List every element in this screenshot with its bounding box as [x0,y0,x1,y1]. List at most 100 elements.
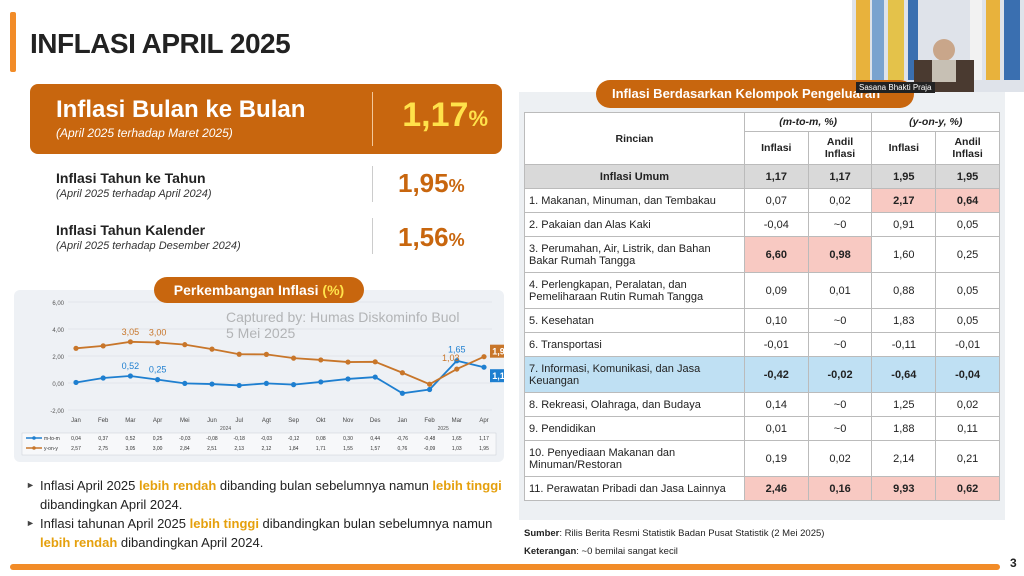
table-cell: 0,09 [743,272,809,309]
bullet-text: dibandingkan April 2024. [117,535,264,550]
annotation-box [490,344,504,358]
ytd-label: Inflasi Tahun Kalender [56,222,206,238]
table-cell: 1,88 [871,416,937,441]
series-point [427,381,433,387]
table-cell: 2,46 [743,476,809,501]
table-cell: ~0 [807,308,873,333]
data-label: 1,17 [479,436,489,442]
table-cell: -0,11 [871,332,937,357]
annotation-label: 0,52 [122,361,140,371]
series-point [399,370,405,376]
table-cell: -0,01 [743,332,809,357]
annotation-label: 1,17 [492,371,504,381]
year-label: 2024 [220,426,231,432]
yoy-value: 1,95% [398,168,465,198]
row-label: 11. Perawatan Pribadi dan Jasa Lainnya [524,476,745,501]
data-table-box [21,432,497,456]
table-cell: 1,17 [807,164,873,189]
table-row: 6. Transportasi -0,01 ~0 -0,11 -0,01 [524,332,1000,357]
row-label: 2. Pakaian dan Alas Kaki [524,212,745,237]
series-point [345,359,351,365]
x-tick-label: Okt [316,418,326,424]
inflation-group-table: Rincian (m-to-m, %) (y-on-y, %) Inflasi … [524,111,1000,501]
ytd-divider [372,218,373,254]
x-tick-label: Jan [71,418,81,424]
data-label: 0,08 [316,436,326,442]
highlight-text: lebih tinggi [432,478,502,493]
series-point [481,364,487,370]
header-inflasi-yoy: Inflasi [871,131,937,165]
table-cell: 0,98 [807,236,873,273]
data-label: 0,44 [370,436,380,442]
table-cell: -0,64 [871,356,937,393]
table-row: 11. Perawatan Pribadi dan Jasa Lainnya 2,… [524,476,1000,501]
data-label: -0,03 [179,436,191,442]
table-cell: 0,88 [871,272,937,309]
data-label: 1,65 [452,436,462,442]
table-cell: 0,21 [935,440,1000,477]
annotation-box [490,369,504,383]
annotation-label: 1,95 [492,347,504,357]
table-cell: -0,04 [935,356,1000,393]
watermark: Captured by: Humas Diskominfo Buol 5 Mei … [226,309,460,341]
series-point [318,379,324,385]
row-label: Inflasi Umum [524,164,745,189]
series-point [236,382,242,389]
data-label: 3,00 [153,446,163,452]
row-label: 9. Pendidikan [524,416,745,441]
mom-sub: (April 2025 terhadap Maret 2025) [56,126,233,140]
video-thumbnail[interactable] [852,0,1024,92]
table-row: 9. Pendidikan 0,01 ~0 1,88 0,11 [524,416,1000,441]
table-cell: 1,60 [871,236,937,273]
table-cell: 0,02 [807,440,873,477]
data-label: -0,03 [261,436,273,442]
row-label: 1. Makanan, Minuman, dan Tembakau [524,188,745,213]
data-label: 1,57 [370,446,380,452]
bullet-item: Inflasi April 2025 lebih rendah dibandin… [26,476,506,514]
table-cell: 1,95 [935,164,1000,189]
year-label: 2025 [438,426,449,432]
series-point [454,358,460,364]
x-tick-label: Apr [153,418,162,424]
table-cell: 0,19 [743,440,809,477]
table-cell: 0,91 [871,212,937,237]
table-row: 10. Penyediaan Makanan dan Minuman/Resto… [524,440,1000,477]
header-yoy: (y-on-y, %) [871,111,1000,133]
table-cell: 0,16 [807,476,873,501]
data-label: -0,76 [397,436,409,442]
table-cell: 1,83 [871,308,937,333]
x-tick-label: Nov [343,418,354,424]
row-label: 8. Rekreasi, Olahraga, dan Budaya [524,392,745,417]
mom-inflation-box: Inflasi Bulan ke Bulan (April 2025 terha… [30,84,502,154]
slide-title: INFLASI APRIL 2025 [30,28,291,59]
table-row: 2. Pakaian dan Alas Kaki -0,04 ~0 0,91 0,05 [524,212,1000,237]
video-label: Sasana Bhakti Praja [856,82,935,93]
row-label: 3. Perumahan, Air, Listrik, dan Bahan Ba… [524,236,745,273]
annotation-label: 1,03 [442,353,460,363]
bullet-text: dibandingkan bulan sebelumnya namun [258,516,493,531]
data-label: 2,13 [234,446,244,452]
bullet-text: dibandingkan April 2024. [40,497,183,512]
x-tick-label: Jul [235,418,243,424]
legend-label: y-on-y [44,446,58,452]
table-cell: 0,07 [743,188,809,213]
row-label: 10. Penyediaan Makanan dan Minuman/Resto… [524,440,745,477]
table-cell: 0,64 [935,188,1000,213]
table-cell: 2,14 [871,440,937,477]
legend-label: m-to-m [44,436,60,442]
highlight-text: lebih rendah [40,535,118,550]
data-label: 2,12 [262,446,272,452]
data-label: -0,08 [206,436,218,442]
header-inflasi-mtm: Inflasi [743,131,809,165]
ytd-value: 1,56% [398,222,465,252]
series-point [263,380,269,387]
bullet-text: Inflasi April 2025 [40,478,140,493]
table-cell: 0,05 [935,212,1000,237]
table-cell: ~0 [807,212,873,237]
data-label: 0,25 [153,436,163,442]
row-label: 5. Kesehatan [524,308,745,333]
table-cell: 0,02 [935,392,1000,417]
data-label: 2,57 [71,446,81,452]
table-row: 1. Makanan, Minuman, dan Tembakau 0,07 0,0… [524,188,1000,213]
x-tick-label: Feb [98,418,109,424]
